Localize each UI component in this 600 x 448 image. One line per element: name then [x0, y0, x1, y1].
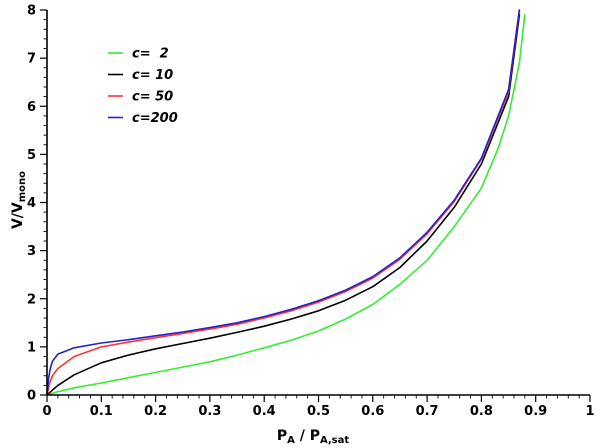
legend-entry-4: c=200	[108, 111, 178, 126]
y-tick-label: 6	[27, 100, 36, 115]
x-tick-label: 0.4	[253, 404, 276, 419]
x-tick-label: 0.1	[90, 404, 113, 419]
y-tick-label: 3	[27, 244, 36, 259]
legend-label: c= 50	[132, 90, 173, 105]
plot-series-group	[47, 9, 526, 395]
x-tick-label: 0.7	[416, 404, 439, 419]
x-tick-label: 0	[42, 404, 51, 419]
x-tick-label: 1	[585, 404, 594, 419]
x-axis-title-main: P	[277, 428, 287, 444]
series-line-4	[47, 9, 521, 395]
y-tick-label: 2	[27, 292, 36, 307]
y-tick-label: 8	[27, 4, 36, 19]
legend-label: c=200	[132, 111, 178, 126]
legend-entry-1: c= 2	[108, 47, 169, 62]
x-axis-title-sub1: A	[287, 435, 295, 446]
x-axis-title-sub2: A,sat	[320, 435, 349, 446]
series-line-1	[47, 14, 526, 395]
series-line-3	[47, 9, 521, 395]
y-axis-title-main: V/V	[10, 202, 26, 229]
y-tick-label: 1	[27, 340, 36, 355]
x-tick-label: 0.2	[144, 404, 167, 419]
y-tick-label: 0	[27, 389, 36, 404]
y-tick-label: 4	[27, 196, 36, 211]
x-tick-label: 0.8	[470, 404, 493, 419]
y-tick-label: 7	[27, 52, 36, 67]
legend-label: c= 2	[132, 47, 169, 62]
x-tick-label: 0.5	[307, 404, 330, 419]
legend-entry-3: c= 50	[108, 90, 173, 105]
x-tick-label: 0.3	[198, 404, 221, 419]
axes-group: 0 0.1 0.2 0.3 0.4 0.5 0.6 0.7 0.8 0.9 1 0 1 2 3 4 5 6 7 8	[27, 4, 595, 420]
x-axis-title: PA / PA,sat	[277, 428, 350, 446]
legend-label: c= 10	[132, 68, 173, 83]
y-axis-title: V/Vmono	[10, 171, 28, 229]
y-axis-title-sub: mono	[17, 171, 28, 202]
legend-entry-2: c= 10	[108, 68, 173, 83]
legend: c= 2 c= 10 c= 50 c=200	[108, 47, 178, 126]
x-tick-label: 0.6	[361, 404, 384, 419]
y-tick-label: 5	[27, 148, 36, 163]
x-axis-title-sep: / P	[295, 428, 320, 444]
x-tick-label: 0.9	[524, 404, 547, 419]
series-line-2	[47, 14, 521, 395]
